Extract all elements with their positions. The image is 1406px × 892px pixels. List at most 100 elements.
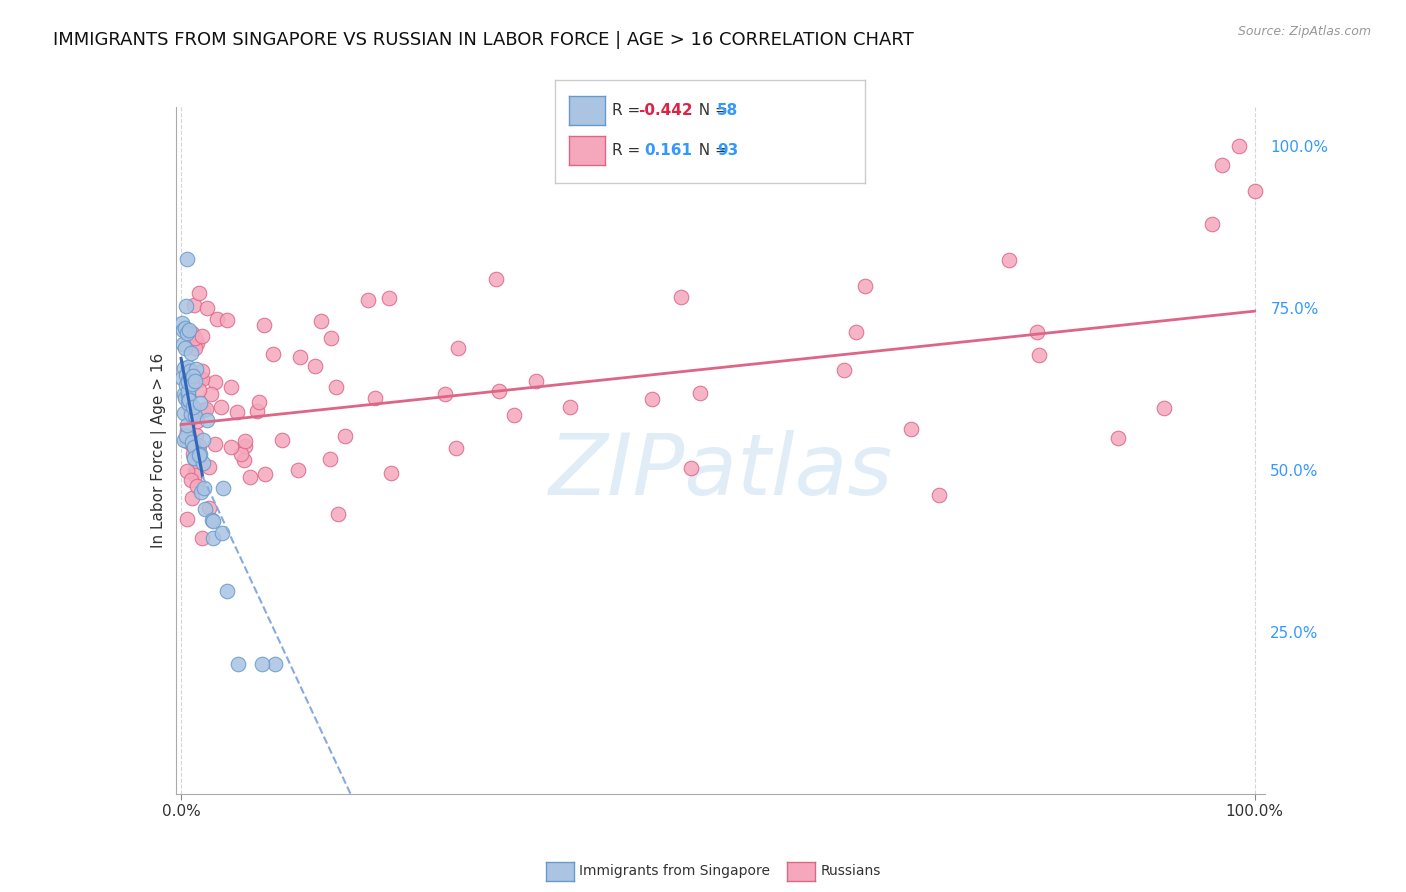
Text: R =: R = [612, 144, 645, 158]
Point [1201, 217, 1223, 231]
Point [191, 329, 214, 343]
Point [845, 326, 868, 340]
Point [1243, 184, 1265, 198]
Point [928, 488, 950, 502]
Point [180, 438, 202, 452]
Point [193, 481, 215, 495]
Text: 0.161: 0.161 [644, 144, 692, 158]
Point [183, 440, 205, 454]
Point [179, 393, 201, 408]
Point [186, 414, 208, 428]
Point [900, 422, 922, 436]
Point [1025, 325, 1047, 339]
Point [215, 312, 238, 326]
Point [176, 326, 198, 340]
Point [202, 514, 225, 528]
Point [319, 452, 342, 467]
Point [250, 657, 273, 672]
Point [262, 347, 284, 361]
Point [181, 447, 204, 461]
Point [197, 301, 219, 315]
Point [193, 501, 215, 516]
Text: N =: N = [689, 144, 733, 158]
Point [191, 433, 214, 447]
Point [191, 372, 214, 386]
Point [180, 345, 202, 359]
Point [184, 375, 207, 389]
Point [177, 387, 200, 401]
Point [179, 364, 201, 378]
Point [174, 377, 197, 392]
Point [239, 470, 262, 484]
Point [219, 380, 242, 394]
Point [669, 290, 692, 304]
Point [205, 312, 228, 326]
Point [176, 418, 198, 433]
Point [247, 394, 270, 409]
Point [1227, 139, 1250, 153]
Point [191, 364, 214, 378]
Point [183, 451, 205, 466]
Text: R =: R = [612, 103, 645, 118]
Point [211, 525, 233, 540]
Text: IMMIGRANTS FROM SINGAPORE VS RUSSIAN IN LABOR FORCE | AGE > 16 CORRELATION CHART: IMMIGRANTS FROM SINGAPORE VS RUSSIAN IN … [53, 31, 914, 49]
Point [188, 396, 211, 410]
Point [1107, 431, 1129, 445]
Point [689, 386, 711, 401]
Point [186, 479, 208, 493]
Point [177, 359, 200, 374]
Point [488, 384, 510, 398]
Point [195, 413, 218, 427]
Point [183, 375, 205, 389]
Text: Immigrants from Singapore: Immigrants from Singapore [579, 864, 770, 879]
Point [198, 501, 221, 516]
Text: 58: 58 [717, 103, 738, 118]
Point [172, 337, 194, 351]
Point [174, 321, 197, 335]
Point [174, 368, 197, 382]
Point [1153, 401, 1175, 415]
Point [183, 451, 205, 466]
Point [176, 434, 198, 449]
Point [176, 424, 198, 438]
Point [180, 409, 202, 423]
Text: 93: 93 [717, 144, 738, 158]
Point [212, 481, 235, 495]
Point [188, 448, 211, 462]
Point [246, 404, 269, 418]
Point [177, 323, 200, 337]
Point [174, 428, 197, 442]
Point [174, 300, 197, 314]
Point [1028, 348, 1050, 362]
Point [184, 409, 207, 424]
Point [288, 350, 311, 364]
Point [180, 407, 202, 421]
Point [357, 293, 380, 308]
Point [221, 440, 243, 454]
Point [176, 252, 198, 266]
Text: Source: ZipAtlas.com: Source: ZipAtlas.com [1237, 25, 1371, 38]
Point [186, 428, 208, 442]
Point [226, 657, 249, 672]
Point [231, 447, 253, 461]
Point [641, 392, 664, 406]
Point [173, 406, 195, 420]
Point [177, 373, 200, 387]
Point [183, 298, 205, 312]
Point [177, 395, 200, 409]
Point [226, 405, 249, 419]
Point [524, 375, 547, 389]
Point [172, 323, 194, 337]
Text: ZIPatlas: ZIPatlas [548, 430, 893, 513]
Point [364, 392, 387, 406]
Point [177, 375, 200, 389]
Point [186, 336, 208, 351]
Text: N =: N = [689, 103, 733, 118]
Point [215, 583, 238, 598]
Point [195, 401, 218, 416]
Point [204, 436, 226, 450]
Point [187, 383, 209, 397]
Point [181, 400, 204, 414]
Point [560, 400, 582, 414]
Point [184, 468, 207, 483]
